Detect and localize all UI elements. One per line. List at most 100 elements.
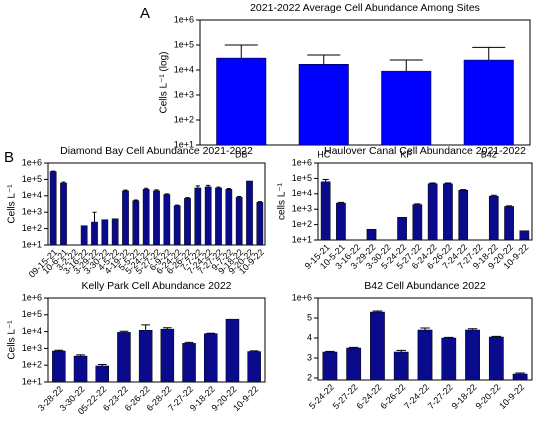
- y-tick-label: 1e+5: [22, 174, 42, 184]
- plot-frame: [47, 297, 266, 383]
- y-tick-label: 1e+4: [174, 64, 194, 74]
- error-bar: [372, 310, 383, 312]
- bar: [194, 187, 202, 246]
- bar: [95, 365, 110, 383]
- y-tick-label: 1e+1: [22, 239, 42, 249]
- bar: [458, 190, 469, 241]
- panel-label: B: [4, 149, 14, 166]
- error-bar: [322, 178, 329, 182]
- x-tick-label: HC: [317, 149, 330, 159]
- error-bar: [141, 324, 150, 331]
- error-bar: [119, 330, 129, 333]
- y-tick-label: 1e+1: [22, 376, 42, 386]
- error-bar: [154, 189, 159, 191]
- error-bar: [185, 197, 190, 199]
- y-tick-label: 1e+3: [292, 204, 312, 214]
- bar: [163, 194, 171, 246]
- plot-frame: [199, 19, 531, 146]
- bar: [488, 336, 504, 381]
- plot-frame: [317, 162, 533, 241]
- bar: [320, 181, 331, 241]
- y-tick-label: 1e+6: [22, 292, 42, 302]
- bar: [225, 318, 240, 383]
- error-bar: [506, 205, 513, 207]
- y-tick-label: 5: [307, 312, 312, 322]
- bar: [393, 351, 409, 381]
- bar: [427, 183, 438, 241]
- y-tick-label: 1e+1: [292, 234, 312, 244]
- error-bar: [184, 341, 194, 344]
- error-bar: [195, 185, 200, 188]
- y-tick-label: 1e+4: [292, 188, 312, 198]
- y-tick-label: 1e+6: [292, 157, 312, 167]
- y-tick-label: 1e+3: [22, 207, 42, 217]
- x-tick-label: 6-24-22: [355, 382, 384, 411]
- y-tick-label: 1e+6: [174, 14, 194, 24]
- bar: [246, 180, 253, 246]
- bar: [132, 200, 140, 246]
- bar: [504, 206, 514, 241]
- bar: [512, 373, 528, 381]
- error-bar: [389, 59, 423, 72]
- bar: [463, 59, 514, 146]
- x-tick-label: 5-24-22: [307, 382, 336, 411]
- error-bar: [206, 184, 211, 187]
- bar: [101, 219, 109, 246]
- bar: [153, 190, 160, 246]
- bar: [519, 230, 530, 241]
- bar: [370, 311, 385, 381]
- error-bar: [348, 346, 359, 348]
- error-bar: [414, 203, 421, 205]
- bar: [381, 70, 432, 146]
- bar: [142, 189, 150, 246]
- bar: [160, 328, 175, 383]
- bar: [441, 337, 457, 381]
- error-bar: [164, 193, 169, 195]
- y-tick-label: 2: [307, 372, 312, 382]
- error-bar: [420, 327, 430, 330]
- error-bar: [429, 182, 436, 184]
- bar: [91, 221, 98, 246]
- error-bar: [472, 46, 506, 61]
- y-tick-label: 1e+4: [22, 190, 42, 200]
- error-bar: [92, 211, 97, 223]
- y-tick-label: 1e+1: [174, 139, 194, 149]
- bar: [225, 189, 233, 246]
- error-bar: [257, 201, 262, 203]
- error-bar: [216, 186, 221, 188]
- bar: [173, 205, 181, 246]
- panel-label: A: [140, 5, 150, 22]
- bar: [122, 190, 129, 246]
- bar: [184, 198, 191, 246]
- error-bar: [54, 349, 64, 352]
- error-bar: [237, 196, 242, 198]
- chart-title: Diamond Bay Cell Abundance 2021-2022: [60, 145, 253, 157]
- x-tick-label: KP: [400, 149, 412, 159]
- bar: [60, 182, 67, 246]
- bar: [322, 351, 338, 381]
- bar: [397, 217, 407, 241]
- y-tick-label: 1e+6: [22, 157, 42, 167]
- bar: [111, 218, 119, 246]
- error-bar: [325, 350, 335, 352]
- error-bar: [444, 182, 451, 184]
- y-axis-label: Cells L⁻¹: [7, 320, 18, 360]
- bar: [235, 197, 243, 246]
- bar: [117, 332, 131, 383]
- x-tick-label: 7-24-22: [402, 382, 431, 411]
- bar: [203, 333, 218, 383]
- error-bar: [163, 327, 172, 330]
- bar: [336, 202, 346, 241]
- error-bar: [515, 372, 525, 374]
- error-bar: [123, 189, 128, 191]
- chart-title: 2021-2022 Average Cell Abundance Among S…: [250, 2, 480, 14]
- error-bar: [307, 54, 341, 65]
- chart-title: Kelly Park Cell Abundance 2022: [81, 280, 231, 292]
- x-tick-label: 10-9-22: [497, 382, 526, 411]
- x-tick-label: 9-18-22: [450, 382, 479, 411]
- chart-title: Haulover Canal Cell Abundance 2021-2022: [324, 145, 526, 157]
- error-bar: [226, 187, 231, 190]
- bar: [298, 63, 349, 146]
- x-tick-label: 5-27-22: [331, 382, 360, 411]
- y-tick-label: 1e+5: [292, 173, 312, 183]
